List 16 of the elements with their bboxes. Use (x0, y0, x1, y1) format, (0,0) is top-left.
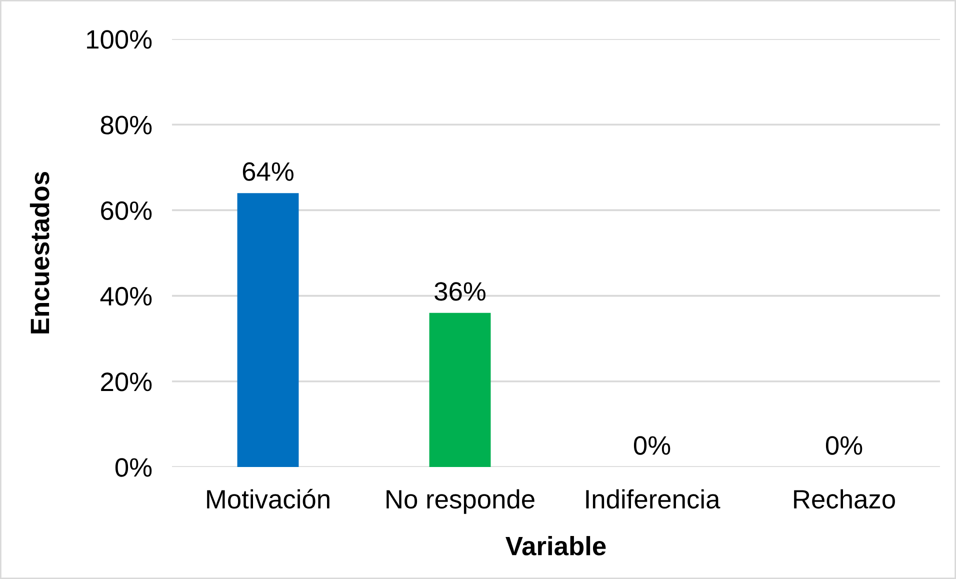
data-label: 0% (826, 436, 862, 455)
data-label: 36% (434, 282, 486, 301)
y-axis-title: Encuestados (30, 172, 50, 334)
y-tick-label: 80% (100, 116, 152, 134)
y-tick-label: 40% (100, 286, 152, 306)
y-tick-label: 0% (115, 458, 152, 477)
y-tick-label: 100% (87, 30, 152, 49)
y-tick-label: 60% (101, 201, 152, 220)
x-axis-title: Variable (506, 536, 606, 556)
x-tick-label: Rechazo (794, 489, 895, 509)
x-tick-label: Motivación (207, 488, 330, 509)
x-tick-label: Indiferencia (586, 489, 720, 509)
x-tick-label: No responde (386, 489, 534, 514)
data-label: 64% (242, 162, 294, 181)
y-tick-label: 20% (101, 372, 152, 392)
data-label: 0% (634, 436, 670, 455)
